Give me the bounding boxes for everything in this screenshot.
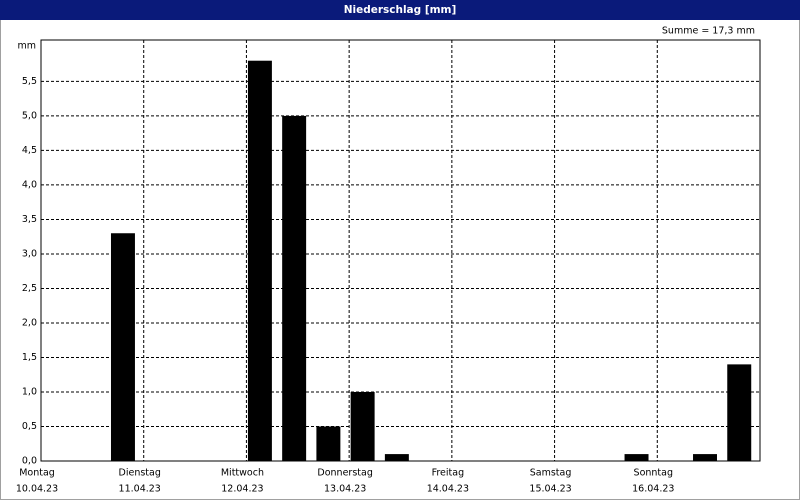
day-name: Samstag: [530, 468, 572, 479]
day-name: Montag: [19, 468, 55, 479]
bar: [727, 364, 752, 461]
day-date: 11.04.23: [119, 484, 161, 495]
y-tick-label: 0,5: [22, 421, 37, 432]
chart-title: Niederschlag [mm]: [344, 4, 457, 16]
y-tick-label: 1,0: [22, 386, 37, 397]
bar: [110, 233, 135, 461]
y-tick-label: 5,5: [22, 76, 37, 87]
day-name: Dienstag: [119, 468, 161, 479]
y-tick-label: 2,0: [22, 317, 37, 328]
day-name: Mittwoch: [221, 468, 264, 479]
day-name: Donnerstag: [317, 468, 372, 479]
bar: [316, 426, 341, 461]
y-unit: mm: [17, 41, 36, 52]
title-bar: [0, 0, 800, 20]
bar: [282, 115, 307, 461]
y-tick-label: 5,0: [22, 110, 37, 121]
bar: [693, 454, 717, 461]
bar: [350, 391, 375, 461]
y-tick-label: 4,0: [22, 179, 37, 190]
y-tick-label: 1,5: [22, 352, 37, 363]
day-date: 14.04.23: [427, 484, 469, 495]
bar: [624, 454, 649, 461]
y-tick-label: 4,5: [22, 145, 37, 156]
y-tick-label: 3,5: [22, 214, 37, 225]
bar: [384, 454, 409, 461]
day-date: 13.04.23: [324, 484, 366, 495]
bar: [247, 60, 272, 461]
plot-area: [40, 39, 761, 462]
day-date: 12.04.23: [221, 484, 263, 495]
y-tick-label: 3,0: [22, 248, 37, 259]
sum-annotation: Summe = 17,3 mm: [662, 26, 755, 37]
day-date: 10.04.23: [16, 484, 58, 495]
y-tick-label: 2,5: [22, 283, 37, 294]
day-date: 15.04.23: [529, 484, 571, 495]
day-name: Sonntag: [634, 468, 673, 479]
y-tick-label: 0,0: [22, 456, 37, 467]
day-name: Freitag: [432, 468, 465, 479]
day-date: 16.04.23: [632, 484, 674, 495]
